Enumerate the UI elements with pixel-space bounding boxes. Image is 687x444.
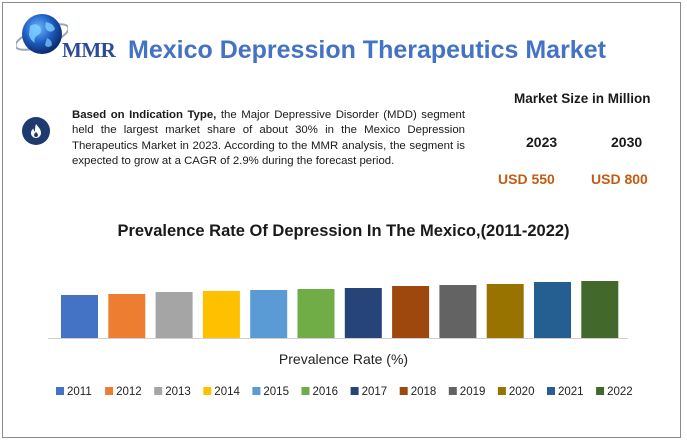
bar-2018 xyxy=(392,286,430,338)
bar-2020 xyxy=(486,284,524,338)
legend-label-2011: 2011 xyxy=(67,386,92,398)
chart-title: Prevalence Rate Of Depression In The Mex… xyxy=(117,222,570,240)
legend-swatch-2020 xyxy=(497,387,506,395)
legend-label-2017: 2017 xyxy=(362,386,388,398)
value-2030: USD 800 xyxy=(591,171,648,187)
bar-2011 xyxy=(61,295,98,338)
indication-summary: Based on Indication Type, the Major Depr… xyxy=(72,108,465,169)
summary-body: the Major Depressive Disorder (MDD) segm… xyxy=(72,109,465,167)
x-axis-label: Prevalence Rate (%) xyxy=(278,351,409,367)
bar-2016 xyxy=(297,289,335,338)
infographic-frame xyxy=(2,2,681,438)
legend-swatch-2016 xyxy=(301,387,310,395)
legend-label-2016: 2016 xyxy=(313,386,339,398)
legend-swatch-2012 xyxy=(105,387,114,395)
legend-swatch-2015 xyxy=(252,387,261,395)
legend-label-2020: 2020 xyxy=(509,386,535,398)
bar-2015 xyxy=(250,290,288,338)
legend-label-2013: 2013 xyxy=(165,386,191,398)
summary-lead: Based on Indication Type, xyxy=(72,109,217,121)
legend-label-2015: 2015 xyxy=(263,386,289,398)
legend-label-2014: 2014 xyxy=(214,386,240,398)
bar-2017 xyxy=(344,288,382,338)
bar-2014 xyxy=(202,291,240,338)
legend-swatch-2019 xyxy=(448,387,457,395)
legend-swatch-2011 xyxy=(56,387,64,395)
year-2030-label: 2030 xyxy=(611,134,643,150)
mmr-logo: MMR xyxy=(12,10,124,66)
legend-swatch-2022 xyxy=(596,387,605,395)
legend-swatch-2013 xyxy=(154,387,163,395)
legend-swatch-2017 xyxy=(350,387,359,395)
logo-text: MMR xyxy=(62,38,116,62)
globe-icon xyxy=(16,14,68,54)
info-badge xyxy=(22,117,50,145)
bar-2021 xyxy=(534,282,571,338)
legend-label-2012: 2012 xyxy=(116,386,142,398)
year-2023-label: 2023 xyxy=(526,134,558,150)
legend-label-2022: 2022 xyxy=(607,386,633,398)
flame-icon xyxy=(31,124,41,138)
legend-label-2019: 2019 xyxy=(460,386,486,398)
page-title: Mexico Depression Therapeutics Market xyxy=(128,36,606,64)
legend-swatch-2014 xyxy=(203,387,212,395)
value-2023: USD 550 xyxy=(498,171,555,187)
legend-swatch-2018 xyxy=(399,387,408,395)
market-size-title: Market Size in Million xyxy=(514,91,651,106)
bar-2022 xyxy=(581,281,619,338)
bar-2012 xyxy=(108,294,146,338)
bar-2013 xyxy=(155,292,193,338)
legend-label-2021: 2021 xyxy=(558,386,584,398)
bar-2019 xyxy=(439,285,477,338)
legend-swatch-2021 xyxy=(547,387,555,395)
legend-label-2018: 2018 xyxy=(411,386,437,398)
